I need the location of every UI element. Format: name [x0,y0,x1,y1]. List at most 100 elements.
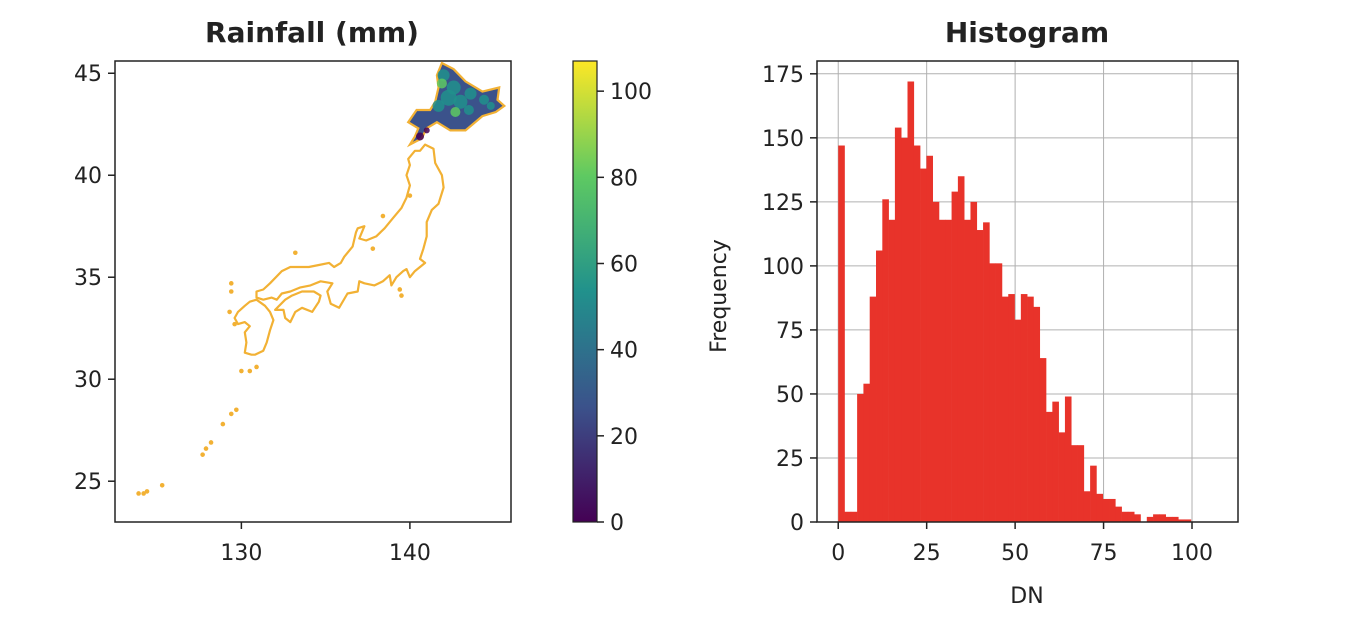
map-xtick-label: 140 [389,541,431,566]
rainfall-raster-cell [453,94,468,109]
island-marker [159,482,165,488]
histogram-bar [913,145,921,522]
histogram-bars [838,81,1192,523]
rainfall-raster-cell [463,104,474,115]
histogram-bar [1046,411,1053,522]
histogram-bar [907,81,915,523]
histogram-bar [964,219,971,523]
histogram-bar [1165,516,1173,522]
island-marker [247,368,253,374]
histogram-xlabel: DN [1010,584,1043,609]
island-marker [407,193,413,198]
histogram-bar [970,201,978,523]
histogram-ytick-label: 25 [776,447,804,472]
histogram-bar [1127,511,1135,522]
histogram-ylabel: Frequency [707,239,732,353]
histogram-bar [901,137,908,522]
histogram-bar [938,219,946,523]
histogram-bar [1077,445,1085,522]
island-marker [254,364,259,370]
island-marker [397,287,403,292]
histogram-xtick-label: 25 [913,541,941,566]
histogram-xtick-label: 0 [831,541,845,566]
colorbar-tick-label: 0 [610,511,624,536]
histogram-ytick-label: 75 [776,319,804,344]
rainfall-map-panel: Rainfall (mm) 130 140 25 30 35 40 45 [74,16,512,566]
colorbar-tick-label: 80 [610,166,638,191]
histogram-ytick-label: 175 [762,63,804,88]
histogram-bar [876,250,883,522]
rainfall-raster-cell [464,87,477,100]
histogram-bar [1090,465,1097,522]
histogram-bar [1058,432,1066,522]
island-marker [208,440,214,445]
histogram-panel: Histogram 0 25 50 75 1000255075100125150175 … [707,16,1239,609]
colorbar-ticks: 0 20 40 60 80 100 [597,80,652,536]
map-ytick-label: 30 [74,368,102,393]
honshu-coastline [255,143,445,309]
colorbar-gradient [572,60,598,523]
map-xtick-label: 130 [220,541,262,566]
histogram-bar [945,219,952,523]
shikoku-coastline [274,290,322,324]
island-marker [228,281,234,286]
map-ytick-label: 25 [74,470,102,495]
histogram-bar [976,230,984,522]
histogram-bar [951,191,959,522]
histogram-bar [995,263,1003,522]
histogram-bar [844,511,852,522]
histogram-bar [932,201,940,523]
island-marker [141,491,146,496]
histogram-bar [920,168,927,522]
island-marker [203,446,209,451]
colorbar-tick-label: 20 [610,425,638,450]
histogram-bar [1008,294,1015,522]
histogram-ytick-label: 50 [776,383,804,408]
histogram-plot-area [816,60,1239,523]
histogram-bar [1134,514,1141,522]
histogram-bar [1109,498,1116,522]
histogram-bar [863,383,871,522]
histogram-bar [1115,506,1122,522]
island-marker [220,421,226,427]
histogram-title: Histogram [945,16,1109,49]
rainfall-raster-hokkaido [406,61,507,148]
island-marker [380,213,386,219]
histogram-bar [1071,445,1078,522]
histogram-bar [926,155,933,522]
island-marker [144,489,150,494]
island-marker [227,309,232,315]
island-marker [293,250,298,256]
histogram-ticks: 0 25 50 75 100 0 25 50 75 100 125 150 175 [762,63,1213,566]
histogram-bar [1146,516,1154,522]
histogram-bar [838,145,845,522]
histogram-bar [1159,514,1166,522]
map-ytick-label: 40 [74,164,102,189]
histogram-bar [1052,401,1059,522]
island-marker [399,293,404,298]
histogram-bar [1184,519,1192,522]
histogram-bar [1083,491,1091,522]
japan-islands [136,193,413,496]
island-marker [370,246,376,251]
histogram-bar [1033,306,1041,522]
rainfall-raster-cell [423,127,430,134]
histogram-ytick-label: 100 [762,255,804,280]
rainfall-raster-cell [432,99,445,112]
rainfall-colorbar: 0 20 40 60 80 100 [572,60,652,536]
histogram-bar [869,296,877,522]
rainfall-raster-cell [437,69,450,82]
histogram-bar [1171,516,1179,522]
rainfall-raster-cell [479,94,490,105]
histogram-bar [894,127,902,522]
histogram-xtick-label: 75 [1090,541,1118,566]
histogram-bar [1064,396,1072,522]
histogram-bar [850,511,858,522]
histogram-bar [1096,493,1104,522]
histogram-bar [1027,296,1034,522]
histogram-bar [989,263,996,522]
histogram-bar [1102,498,1110,522]
histogram-bar [983,222,990,522]
histogram-xtick-label: 100 [1171,541,1213,566]
